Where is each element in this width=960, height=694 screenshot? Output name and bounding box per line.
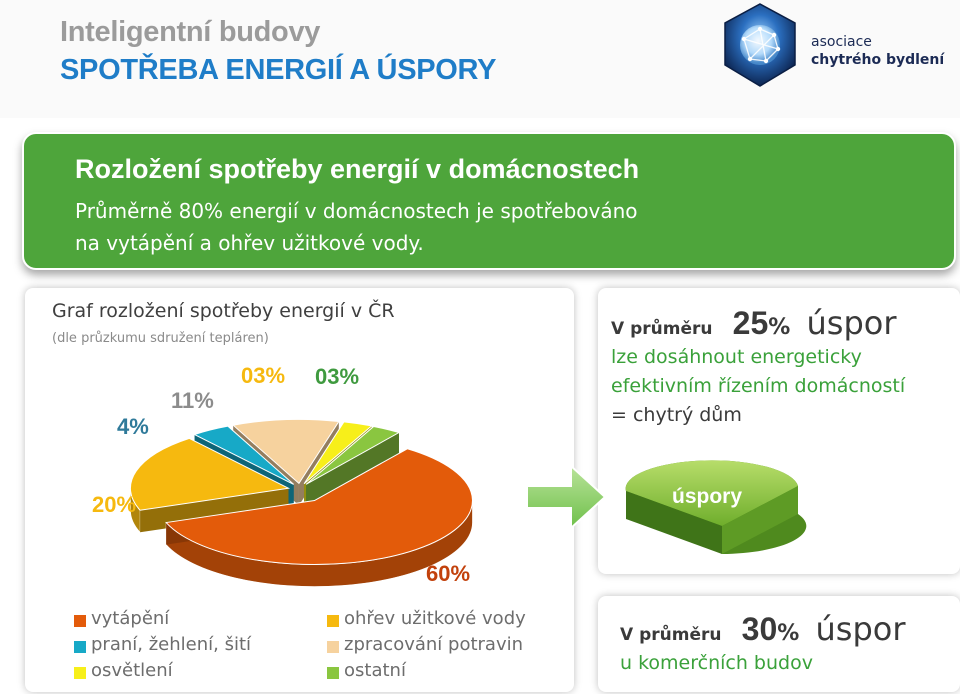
savings-home-line3: = chytrý dům — [611, 404, 742, 426]
banner-title: Rozložení spotřeby energií v domácnostec… — [75, 154, 640, 184]
legend-swatch-icon — [327, 615, 339, 627]
legend-label: ostatní — [344, 660, 406, 681]
pie-label-potraviny: 11% — [171, 388, 214, 413]
savings-pie-label: úspory — [672, 485, 743, 508]
legend-swatch-icon — [74, 667, 86, 679]
pie-label-ohrev: 20% — [92, 492, 137, 517]
pie-slice-top — [165, 448, 473, 566]
legend-label: vytápění — [91, 608, 170, 629]
banner-line1: Průměrně 80% energií v domácnostech je s… — [75, 199, 638, 223]
savings-commercial-pct: % — [777, 621, 800, 646]
legend-item: vytápění — [74, 608, 304, 634]
page-title: Inteligentní budovy — [60, 16, 321, 48]
savings-home-number: 25 — [732, 305, 769, 341]
arrow-right-icon — [526, 463, 607, 531]
chart-subtitle: (dle průzkumu sdružení tepláren) — [52, 331, 269, 346]
pie-label-prani: 4% — [117, 414, 149, 439]
legend-swatch-icon — [74, 641, 86, 653]
legend-item: ostatní — [327, 660, 567, 686]
legend-swatch-icon — [327, 667, 339, 679]
legend-label: ohřev užitkové vody — [344, 608, 526, 629]
banner-line2: na vytápění a ohřev užitkové vody. — [75, 231, 424, 255]
pie-slice-top — [193, 425, 295, 485]
legend-item: ohřev užitkové vody — [327, 608, 567, 634]
savings-home-word: úspor — [806, 304, 897, 342]
legend-label: praní, žehlení, šití — [91, 634, 252, 655]
logo-line2: chytrého bydlení — [811, 52, 945, 68]
info-banner — [22, 132, 956, 270]
pie-label-ostatni: 03% — [315, 364, 360, 389]
savings-home-heading: V průměru 25% úspor — [611, 304, 896, 342]
pie-slice-top — [305, 425, 401, 485]
logo-line1: asociace — [811, 34, 872, 50]
savings-commercial-line1: u komerčních budov — [620, 652, 813, 674]
legend-item: praní, žehlení, šití — [74, 634, 304, 660]
pie-slice-wall — [306, 432, 399, 507]
legend-label: zpracování potravin — [344, 634, 524, 655]
legend-swatch-icon — [327, 641, 339, 653]
pie-slice-top — [303, 421, 373, 485]
savings-commercial-panel — [598, 596, 960, 692]
pie-slice — [305, 425, 401, 507]
savings-home-pct: % — [768, 315, 791, 340]
logo-text: asociace chytrého bydlení — [811, 33, 944, 69]
savings-commercial-number: 30 — [741, 611, 778, 647]
savings-commercial-word: úspor — [815, 610, 906, 648]
legend-col2: ohřev užitkové vody zpracování potravin … — [327, 608, 567, 686]
pie-slice-top — [129, 437, 291, 511]
savings-commercial-prefix: V průměru — [620, 625, 722, 645]
legend-item: osvětlení — [74, 660, 304, 686]
association-logo-icon — [724, 3, 796, 87]
page-subtitle: SPOTŘEBA ENERGIÍ A ÚSPORY — [60, 54, 497, 86]
pie-label-vytapeni: 60% — [426, 561, 471, 586]
legend-label: osvětlení — [91, 660, 173, 681]
pie-slice — [165, 448, 473, 587]
pie-label-osvetleni: 03% — [241, 363, 286, 388]
savings-commercial-heading: V průměru 30% úspor — [620, 610, 905, 648]
legend-swatch-icon — [74, 615, 86, 627]
legend-item: zpracování potravin — [327, 634, 567, 660]
savings-home-prefix: V průměru — [611, 319, 713, 339]
chart-title: Graf rozložení spotřeby energií v ČR — [52, 300, 395, 322]
legend-col1: vytápění praní, žehlení, šití osvětlení — [74, 608, 304, 686]
savings-home-line2: efektivním řízením domácností — [611, 375, 906, 397]
savings-home-line1: lze dosáhnout energeticky — [611, 346, 862, 368]
savings-pie-icon — [625, 460, 807, 554]
header-band — [0, 0, 960, 118]
pie-slice-top — [232, 418, 340, 485]
